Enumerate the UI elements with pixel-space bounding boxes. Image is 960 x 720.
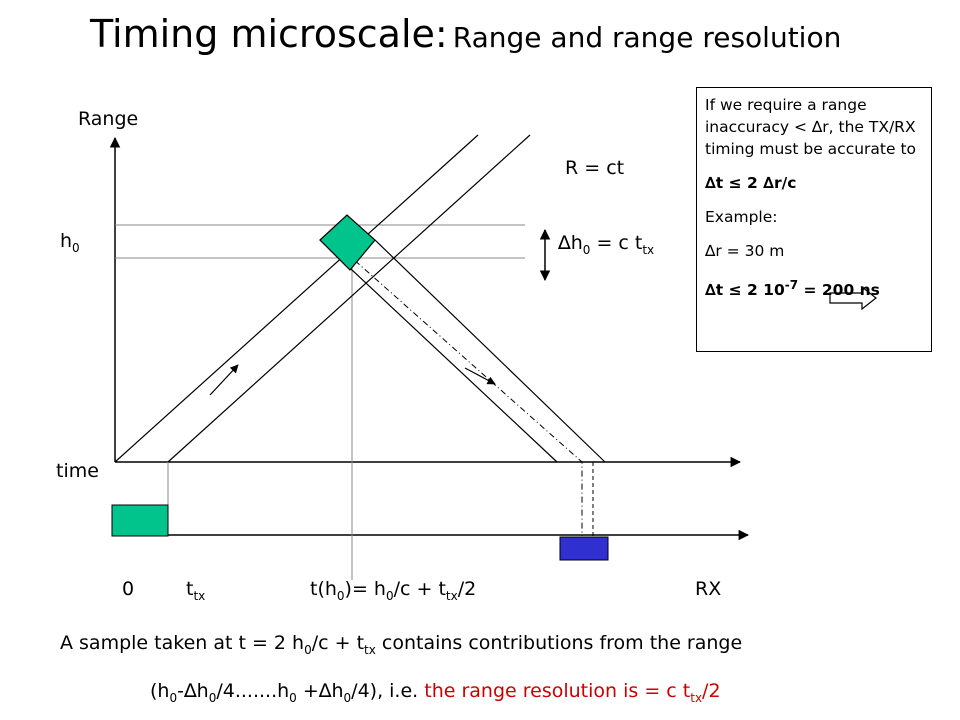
tx-pulse bbox=[111, 504, 169, 537]
outgoing-back-edge bbox=[167, 134, 531, 463]
delta-h-sub2: tx bbox=[642, 242, 655, 257]
bottom-line1-b: /c + t bbox=[311, 632, 365, 654]
th0-c: /c + t bbox=[393, 578, 446, 600]
return-front-edge bbox=[319, 239, 558, 463]
bottom-line1-sub1: 0 bbox=[304, 642, 312, 657]
infobox-line5-a: ∆t ≤ 2 10 bbox=[705, 281, 785, 300]
title-main: Timing microscale: bbox=[90, 12, 448, 56]
bottom-line2-b: -∆h bbox=[177, 680, 209, 702]
bottom-line2-a: (h bbox=[150, 680, 170, 702]
bottom-line2-e: /4), i.e. bbox=[351, 680, 425, 702]
bottom-line2-d: +∆h bbox=[296, 680, 344, 702]
bottom-line2-sub1: 0 bbox=[169, 690, 178, 705]
range-resolution-tail: /2 bbox=[702, 680, 721, 702]
infobox-line5: ∆t ≤ 2 10-7 = 200 ns bbox=[705, 274, 923, 301]
infobox-line5-sup: -7 bbox=[784, 278, 799, 292]
th0-sub2: 0 bbox=[385, 588, 394, 603]
page-title: Timing microscale: Range and range resol… bbox=[90, 12, 841, 56]
bottom-line1-sub2: tx bbox=[364, 642, 376, 657]
range-resolution-text: the range resolution is = c t bbox=[424, 680, 691, 702]
return-arrow bbox=[464, 367, 496, 385]
th0-sub3: tx bbox=[445, 588, 458, 603]
th0-sub1: 0 bbox=[336, 588, 345, 603]
bottom-line2: (h0-∆h0/4.......h0 +∆h0/4), i.e. the ran… bbox=[150, 680, 721, 705]
delta-h-sub1: 0 bbox=[582, 242, 591, 257]
h0-label-sub: 0 bbox=[72, 240, 80, 255]
time-zero-label: 0 bbox=[122, 578, 135, 600]
th0-b: )= h bbox=[344, 578, 386, 600]
delta-h-prefix: ∆h bbox=[558, 232, 583, 254]
delta-h-label: ∆h0 = c ttx bbox=[558, 232, 654, 257]
infobox-line1: If we require a range inaccuracy < ∆r, t… bbox=[705, 96, 917, 158]
time-axis-label: time bbox=[56, 460, 99, 482]
infobox-line5-b: = 200 ns bbox=[798, 281, 880, 300]
th0-a: t(h bbox=[310, 578, 337, 600]
range-equation: R = ct bbox=[565, 157, 625, 179]
ttx-sub: tx bbox=[193, 588, 206, 603]
th0-label: t(h0)= h0/c + ttx/2 bbox=[310, 578, 476, 603]
requirement-infobox: If we require a range inaccuracy < ∆r, t… bbox=[696, 87, 932, 352]
return-back-edge bbox=[374, 239, 606, 463]
infobox-line2: ∆t ≤ 2 ∆r/c bbox=[705, 174, 797, 192]
scatter-volume bbox=[319, 214, 376, 271]
outgoing-front-edge bbox=[114, 134, 479, 463]
ttx-text: t bbox=[186, 578, 194, 600]
bottom-line2-sub3: 0 bbox=[289, 690, 297, 705]
th0-d: /2 bbox=[457, 578, 477, 600]
bottom-line2-sub4: 0 bbox=[343, 690, 352, 705]
h0-label-text: h bbox=[60, 230, 73, 252]
bottom-line1-a: A sample taken at t = 2 h bbox=[60, 632, 305, 654]
rx-pulse bbox=[559, 536, 609, 561]
bottom-line2-sub2: 0 bbox=[208, 690, 217, 705]
bottom-line2-c: /4.......h bbox=[216, 680, 290, 702]
delta-h-middle: = c t bbox=[590, 232, 643, 254]
range-resolution-sub: tx bbox=[690, 690, 703, 705]
example-arrow-icon bbox=[829, 285, 877, 311]
rx-label: RX bbox=[695, 578, 722, 600]
h0-label: h0 bbox=[60, 230, 80, 255]
bottom-line1: A sample taken at t = 2 h0/c + ttx conta… bbox=[60, 632, 742, 657]
title-sub: Range and range resolution bbox=[452, 21, 842, 54]
infobox-line4: ∆r = 30 m bbox=[705, 242, 785, 260]
outgoing-arrow bbox=[209, 364, 239, 396]
infobox-line3: Example: bbox=[705, 208, 778, 226]
range-axis-label: Range bbox=[78, 108, 139, 130]
ttx-label: ttx bbox=[186, 578, 205, 603]
bottom-line1-c: contains contributions from the range bbox=[375, 632, 743, 654]
